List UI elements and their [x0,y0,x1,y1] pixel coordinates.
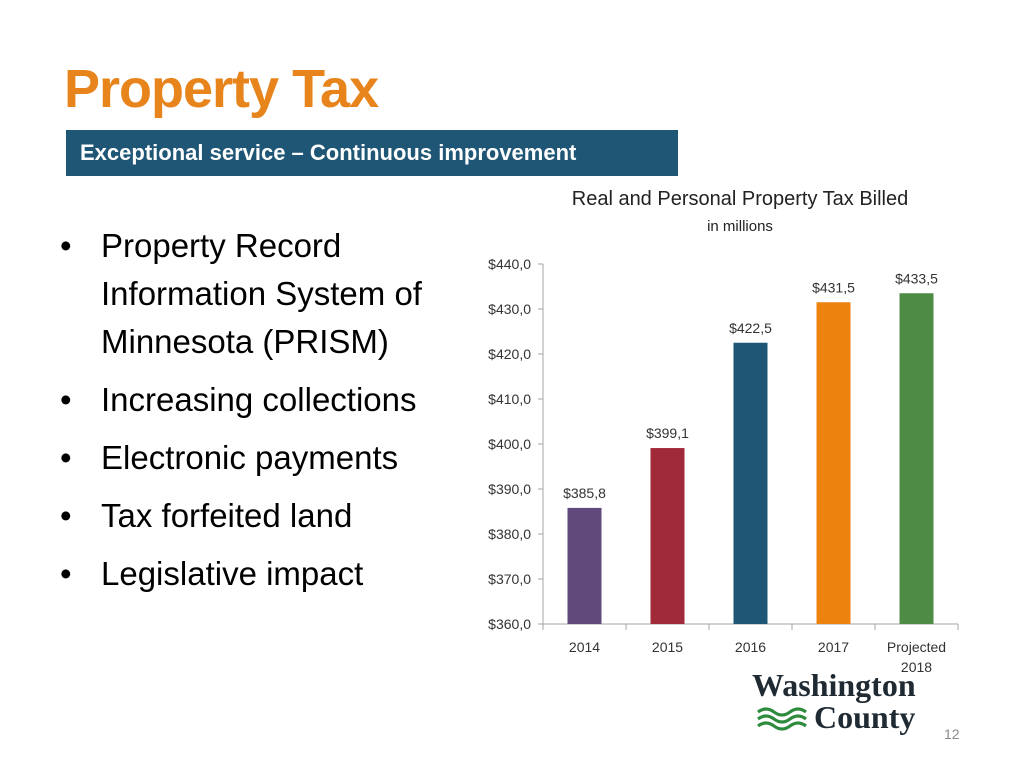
data-label: $399,1 [646,425,689,441]
y-tick-label: $360,0 [488,616,531,632]
y-tick-label: $380,0 [488,526,531,542]
data-label: $422,5 [729,320,772,336]
page-number: 12 [944,726,960,742]
bullet-text: Legislative impact [101,555,364,592]
wave-lines-icon [757,707,807,731]
bullet-text: Increasing collections [101,381,417,418]
bullet-text: Property Record Information System of Mi… [101,227,422,360]
bullet-item: • Legislative impact [58,550,468,598]
bullet-icon: • [60,227,72,264]
y-tick-label: $420,0 [488,346,531,362]
bullet-icon: • [60,497,72,534]
bullet-icon: • [60,381,72,418]
data-label: $433,5 [895,270,938,286]
bar [733,342,768,624]
bullet-icon: • [60,555,72,592]
x-tick-label: Projected 2018 [887,639,946,675]
tagline-text: Exceptional service – Continuous improve… [80,140,577,165]
bullet-text: Tax forfeited land [101,497,353,534]
washington-county-logo: Washington County [752,668,916,735]
x-tick-label: 2016 [735,639,766,655]
bullet-icon: • [60,439,72,476]
x-tick-label: 2017 [818,639,849,655]
y-tick-label: $410,0 [488,391,531,407]
bullet-item: • Property Record Information System of M… [58,222,468,366]
y-tick-label: $440,0 [488,256,531,272]
logo-line1: Washington [752,668,916,703]
bullet-item: • Electronic payments [58,434,468,482]
bullet-text: Electronic payments [101,439,399,476]
bullet-item: • Tax forfeited land [58,492,468,540]
bar [899,293,934,624]
y-tick-label: $400,0 [488,436,531,452]
bar [567,507,602,624]
bullet-item: • Increasing collections [58,376,468,424]
bar [816,302,851,624]
slide-title: Property Tax [64,59,379,119]
x-tick-label: 2014 [569,639,600,655]
bar [650,448,685,624]
chart-title: Real and Personal Property Tax Billed [571,188,909,210]
y-tick-label: $390,0 [488,481,531,497]
chart-subtitle: in millions [707,218,773,235]
logo-line2: County [814,699,915,735]
x-tick-label: 2015 [652,639,683,655]
y-tick-label: $430,0 [488,301,531,317]
y-tick-label: $370,0 [488,571,531,587]
tagline-banner: Exceptional service – Continuous improve… [66,130,678,176]
bullet-list: • Property Record Information System of M… [58,222,468,608]
data-label: $431,5 [812,279,855,295]
data-label: $385,8 [563,485,606,501]
